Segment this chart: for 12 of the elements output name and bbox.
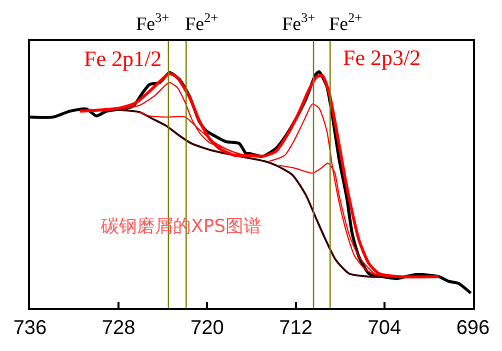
ref-line-label: Fe$^{2+}$ [185,10,218,35]
annotation: Fe 2p3/2 [343,45,421,70]
ref-line-label: Fe$^{2+}$ [329,10,362,35]
ref-line-label: Fe$^{3+}$ [282,10,316,35]
x-tick-label: 704 [368,317,402,339]
x-tick-label: 696 [456,317,490,339]
x-tick-label: 728 [102,317,136,339]
ref-line-label: Fe$^{3+}$ [136,10,170,35]
annotation: Fe 2p1/2 [84,46,162,71]
x-tick-label: 712 [279,317,312,339]
x-tick-label: 720 [190,317,224,339]
x-tick-label: 736 [13,317,47,339]
